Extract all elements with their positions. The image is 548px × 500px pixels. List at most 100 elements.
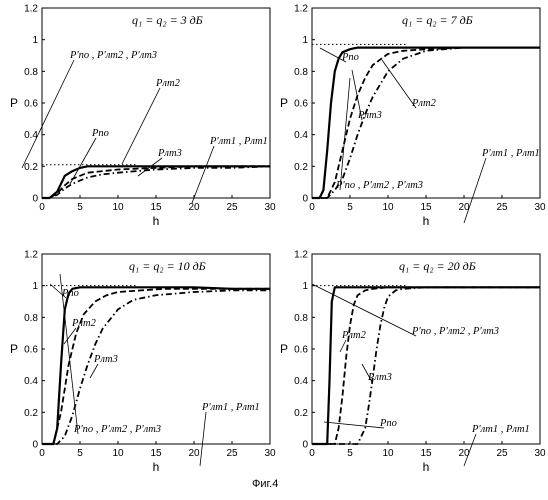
figure-caption: Фиг.4 <box>252 478 278 490</box>
annotation-label: Pлт3 <box>357 110 382 121</box>
annotation-label: P'по , P'лт2 , P'лт3 <box>335 180 423 191</box>
y-tick-label: 0 <box>32 440 38 451</box>
x-tick-label: 30 <box>264 202 276 213</box>
annotation-leader <box>64 328 76 344</box>
x-axis-label: h <box>423 214 430 228</box>
x-tick-label: 0 <box>309 202 315 213</box>
chart-title: q₁ = q₂ = 20 дБ <box>399 259 476 273</box>
annotation-label: P'лт1 , Pлт1 <box>471 424 530 435</box>
chart-panel-1: 05101520253000.20.40.60.811.2hPq₁ = q₂ =… <box>10 4 276 229</box>
y-tick-label: 0.2 <box>24 408 38 419</box>
series-line-dashdot <box>42 166 270 198</box>
annotation-label: Pпо <box>61 288 79 299</box>
x-tick-label: 5 <box>347 448 353 459</box>
y-tick-label: 0.6 <box>24 345 38 356</box>
series-line-solid <box>42 166 270 198</box>
x-tick-label: 25 <box>226 448 238 459</box>
annotation-label: P'лт1 , Pлт1 <box>201 402 260 413</box>
x-tick-label: 20 <box>188 448 200 459</box>
annotation-leader <box>90 364 98 378</box>
x-tick-label: 10 <box>112 448 124 459</box>
x-tick-label: 20 <box>188 202 200 213</box>
x-tick-label: 5 <box>77 202 83 213</box>
y-tick-label: 0.2 <box>24 162 38 173</box>
y-tick-label: 0.8 <box>24 67 38 78</box>
y-tick-label: 0.8 <box>294 67 308 78</box>
annotation-label: Pлт3 <box>157 148 182 159</box>
series-line-dash <box>312 287 540 444</box>
y-tick-label: 1.2 <box>294 4 308 15</box>
y-tick-label: 0.4 <box>24 376 38 387</box>
x-tick-label: 15 <box>420 448 432 459</box>
x-tick-label: 25 <box>496 448 508 459</box>
chart-title: q₁ = q₂ = 10 дБ <box>129 259 206 273</box>
annotation-label: P'по , P'лт2 , P'лт3 <box>69 50 157 61</box>
y-tick-label: 0 <box>32 194 38 205</box>
y-tick-label: 0.2 <box>294 408 308 419</box>
chart-panel-3: 0 5 10 15 20 25 30 0 0.2 0.4 0.6 0.8 1 1.2 h Pq₁ = q₂ =… <box>10 250 276 475</box>
annotation-leader <box>122 88 160 164</box>
annotation-label: Pлт3 <box>93 354 118 365</box>
annotation-label: Pлт2 <box>155 78 181 89</box>
y-tick-label: 0 <box>302 194 308 205</box>
annotation-label: Pпо <box>91 128 109 139</box>
y-tick-label: 1 <box>32 35 38 46</box>
y-tick-label: 0.4 <box>294 130 308 141</box>
annotation-label: Pлт2 <box>341 330 367 341</box>
x-tick-label: 30 <box>264 448 276 459</box>
y-tick-label: 0.2 <box>294 162 308 173</box>
annotation-label: Pлт2 <box>411 98 437 109</box>
annotation-leader <box>340 340 346 352</box>
annotation-leader <box>192 146 214 203</box>
annotation-label: Pлт2 <box>71 318 97 329</box>
y-tick-label: 0.6 <box>294 345 308 356</box>
x-tick-label: 0 <box>309 448 315 459</box>
x-tick-label: 25 <box>496 202 508 213</box>
y-axis-label: P <box>280 342 288 356</box>
y-tick-label: 1.2 <box>24 4 38 15</box>
annotation-label: Pпо <box>341 52 359 63</box>
chart-panel-2: 05101520253000.20.40.60.811.2hPq₁ = q₂ =… <box>280 4 546 229</box>
x-tick-label: 10 <box>112 202 124 213</box>
y-tick-label: 1 <box>32 281 38 292</box>
y-axis-label: P <box>10 342 18 356</box>
annotation-label: P'по , P'лт2 , P'лт3 <box>411 326 499 337</box>
chart-panel-4: 05101520253000.20.40.60.811.2hPq₁ = q₂ =… <box>280 250 546 475</box>
x-tick-label: 15 <box>150 448 162 459</box>
x-axis-label: h <box>153 460 160 474</box>
annotation-leader <box>464 158 486 223</box>
y-tick-label: 1 <box>302 281 308 292</box>
annotation-label: P'по , P'лт2 , P'лт3 <box>73 424 161 435</box>
x-tick-label: 15 <box>420 202 432 213</box>
y-tick-label: 0.8 <box>294 313 308 324</box>
x-axis-label: h <box>153 214 160 228</box>
y-tick-label: 1.2 <box>294 250 308 261</box>
x-tick-label: 5 <box>347 202 353 213</box>
y-tick-label: 0.4 <box>24 130 38 141</box>
y-tick-label: 0.6 <box>294 99 308 110</box>
x-tick-label: 10 <box>382 448 394 459</box>
x-tick-label: 25 <box>226 202 238 213</box>
y-tick-label: 1.2 <box>24 250 38 261</box>
x-tick-label: 15 <box>150 202 162 213</box>
y-tick-label: 0.8 <box>24 313 38 324</box>
x-tick-label: 0 <box>39 448 45 459</box>
annotation-leader <box>200 412 206 466</box>
y-axis-label: P <box>280 96 288 110</box>
annotation-leader <box>324 422 384 428</box>
annotation-label: P'лт1 , Pлт1 <box>481 148 540 159</box>
chart-title: q₁ = q₂ = 3 дБ <box>132 13 203 27</box>
y-tick-label: 1 <box>302 35 308 46</box>
annotation-label: Pлт3 <box>367 372 392 383</box>
x-tick-label: 30 <box>534 448 546 459</box>
y-tick-label: 0.4 <box>294 376 308 387</box>
x-axis-label: h <box>423 460 430 474</box>
annotation-label: P'лт1 , Pлт1 <box>209 136 268 147</box>
series-line-dash <box>42 166 270 198</box>
y-axis-label: P <box>10 96 18 110</box>
chart-title: q₁ = q₂ = 7 дБ <box>402 13 473 27</box>
y-tick-label: 0.6 <box>24 99 38 110</box>
annotation-label: Pпо <box>379 418 397 429</box>
x-tick-label: 5 <box>77 448 83 459</box>
